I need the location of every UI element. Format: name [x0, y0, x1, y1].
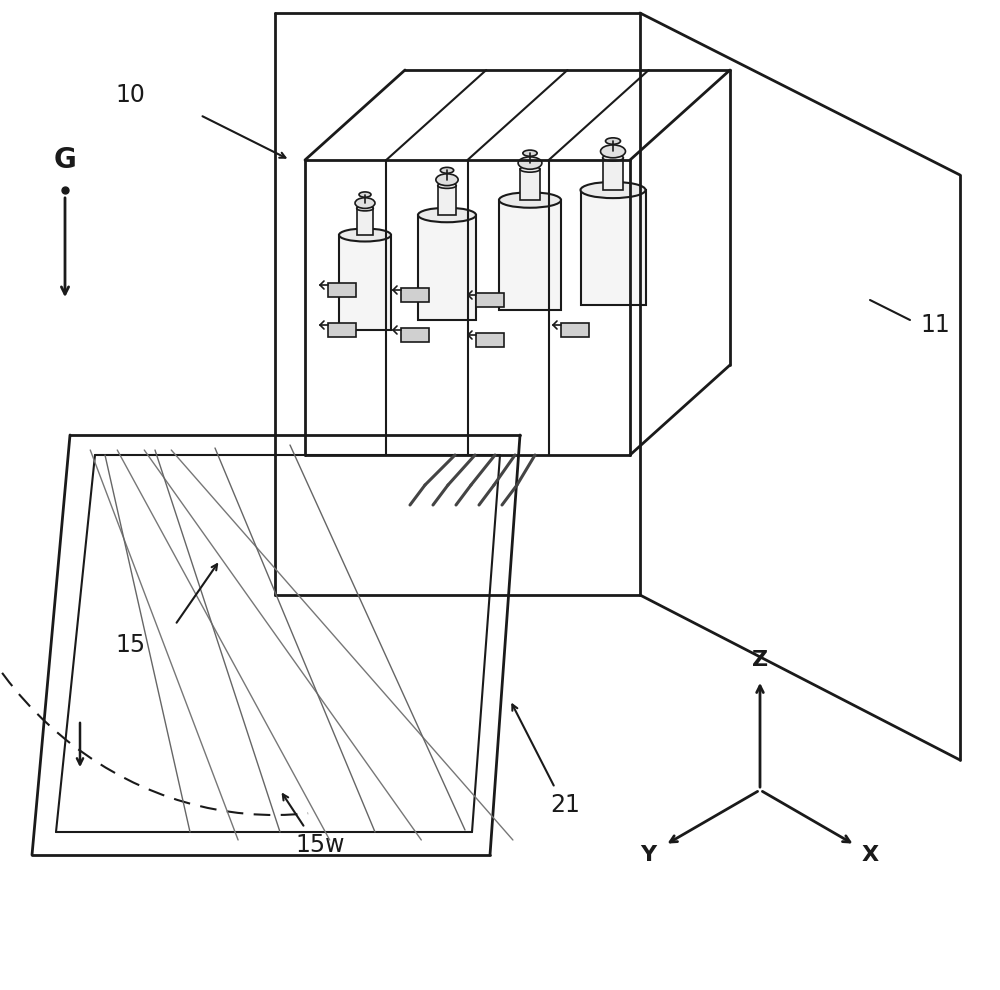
Ellipse shape: [418, 208, 476, 222]
Text: 15: 15: [115, 633, 145, 657]
Ellipse shape: [440, 167, 454, 173]
Ellipse shape: [518, 156, 542, 169]
Bar: [418, 215, 476, 320]
Ellipse shape: [603, 154, 623, 161]
Text: Z: Z: [752, 650, 768, 670]
Bar: [438, 185, 456, 215]
Text: 21: 21: [550, 793, 580, 817]
Ellipse shape: [355, 198, 375, 209]
Ellipse shape: [436, 174, 458, 185]
Bar: [580, 190, 646, 305]
Text: 15w: 15w: [295, 833, 345, 857]
Ellipse shape: [580, 182, 646, 198]
Bar: [328, 283, 356, 297]
Text: Y: Y: [640, 845, 656, 865]
Bar: [476, 293, 504, 307]
Bar: [401, 328, 429, 342]
Bar: [476, 333, 504, 347]
Bar: [328, 323, 356, 337]
Bar: [561, 323, 589, 337]
Text: G: G: [54, 146, 76, 174]
Text: X: X: [861, 845, 879, 865]
Ellipse shape: [438, 183, 456, 188]
Ellipse shape: [339, 229, 391, 242]
Ellipse shape: [601, 145, 625, 157]
Bar: [357, 209, 373, 235]
Bar: [499, 200, 561, 310]
Bar: [401, 288, 429, 302]
Ellipse shape: [523, 150, 537, 156]
Bar: [520, 169, 540, 200]
Ellipse shape: [520, 166, 540, 172]
Ellipse shape: [499, 192, 561, 208]
Bar: [339, 235, 391, 330]
Ellipse shape: [606, 138, 620, 145]
Text: 11: 11: [920, 313, 950, 337]
Text: 10: 10: [115, 83, 145, 107]
Ellipse shape: [359, 192, 371, 197]
Bar: [603, 157, 623, 190]
Ellipse shape: [357, 206, 373, 211]
